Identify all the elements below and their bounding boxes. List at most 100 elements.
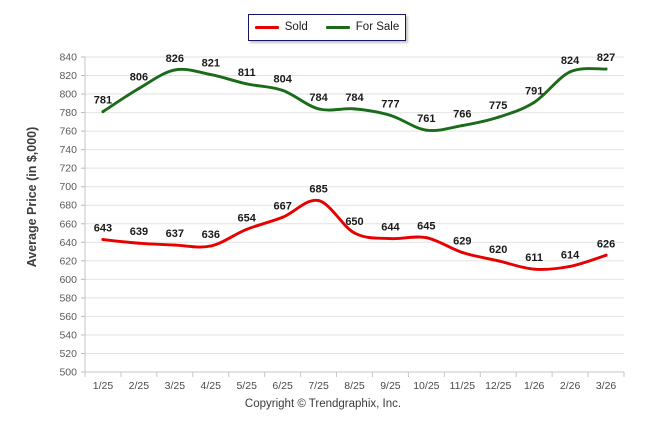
data-point	[496, 259, 500, 263]
data-point	[245, 227, 249, 231]
data-label: 811	[238, 67, 256, 79]
y-tick-label: 620	[59, 255, 77, 267]
data-label: 821	[202, 58, 220, 70]
y-tick-label: 640	[59, 237, 77, 249]
data-label: 804	[273, 73, 292, 85]
data-point	[604, 253, 608, 257]
data-label: 644	[381, 222, 400, 234]
data-point	[353, 107, 356, 111]
data-point	[460, 124, 464, 128]
data-label: 685	[309, 184, 327, 196]
data-label: 639	[130, 226, 148, 238]
y-tick-label: 680	[59, 200, 77, 212]
data-point	[137, 241, 141, 245]
y-tick-label: 840	[59, 52, 77, 64]
x-tick-label: 4/25	[201, 380, 222, 392]
y-tick-label: 520	[59, 348, 77, 360]
y-tick-label: 540	[59, 329, 77, 341]
legend-label-sold: Sold	[284, 20, 308, 33]
data-point	[281, 215, 285, 219]
data-label: 629	[453, 235, 471, 247]
y-tick-label: 820	[59, 70, 77, 82]
y-tick-label: 660	[59, 218, 77, 230]
data-label: 614	[561, 249, 580, 261]
y-tick-label: 560	[59, 311, 77, 323]
data-point	[281, 88, 285, 92]
data-point	[496, 115, 500, 119]
y-tick-label: 600	[59, 274, 77, 286]
data-label: 643	[94, 223, 112, 235]
data-label: 636	[202, 229, 220, 241]
data-series-group	[101, 67, 608, 271]
x-tick-labels-group: 1/25 2/25 3/25 4/25 5/25 6/25 7/25 8/25 9/25 10/2…	[93, 380, 617, 392]
data-label: 784	[309, 92, 328, 104]
x-tick-label: 12/25	[485, 380, 511, 392]
data-label: 781	[94, 95, 112, 107]
data-point	[460, 250, 464, 254]
x-tick-label: 2/26	[560, 380, 581, 392]
legend-swatch-sold	[254, 26, 279, 29]
data-point	[209, 73, 213, 77]
y-tick-label: 500	[59, 367, 77, 379]
x-tick-label: 2/25	[129, 380, 150, 392]
y-tick-label: 720	[59, 163, 77, 175]
axis-lines-group	[84, 57, 624, 373]
x-tick-label: 3/25	[165, 380, 186, 392]
x-tick-label: 9/25	[380, 380, 401, 392]
data-label: 775	[489, 100, 507, 112]
x-tick-label: 1/26	[524, 380, 545, 392]
y-tick-label: 760	[59, 126, 77, 138]
y-tick-label: 580	[59, 292, 77, 304]
data-label: 761	[417, 113, 435, 125]
data-label: 620	[489, 244, 507, 256]
gridlines-group	[81, 56, 624, 373]
x-tick-label: 5/25	[236, 380, 257, 392]
x-tick-label: 6/25	[272, 380, 293, 392]
data-point	[173, 68, 177, 72]
legend-label-for-sale: For Sale	[355, 20, 400, 33]
legend-entry-sold: Sold	[254, 20, 308, 34]
y-tick-label: 700	[59, 181, 77, 193]
data-label: 827	[597, 52, 615, 64]
data-labels-group: 643 639 637 636 654 667 685 650 644 645 629 620 611 6…	[94, 52, 615, 264]
data-point	[424, 236, 428, 240]
data-label: 826	[166, 53, 184, 65]
data-label: 806	[130, 72, 148, 84]
data-label: 654	[238, 212, 257, 224]
chart-legend: Sold For Sale	[248, 14, 406, 41]
data-point	[209, 244, 213, 248]
copyright-notice: Copyright © Trendgraphix, Inc.	[244, 398, 402, 410]
data-point	[568, 70, 572, 74]
data-label: 626	[597, 238, 615, 250]
data-label: 766	[453, 109, 471, 121]
data-label: 637	[166, 228, 184, 240]
data-label: 791	[525, 85, 543, 97]
data-point	[137, 87, 141, 90]
data-point	[388, 113, 392, 117]
x-tick-label: 7/25	[308, 380, 329, 392]
data-label: 777	[381, 98, 399, 110]
data-point	[604, 67, 608, 71]
x-tick-label: 11/25	[450, 380, 476, 392]
data-point	[424, 128, 428, 132]
y-tick-label: 740	[59, 144, 77, 156]
data-label: 824	[561, 55, 580, 67]
x-tick-label: 10/25	[413, 380, 439, 392]
data-label: 645	[417, 221, 435, 233]
data-point	[532, 267, 536, 271]
data-point	[317, 199, 321, 203]
data-point	[101, 110, 105, 114]
data-label: 667	[273, 200, 291, 212]
x-tick-marks-group	[84, 372, 625, 377]
data-point	[532, 100, 536, 104]
data-point	[568, 264, 572, 268]
data-point	[317, 107, 321, 111]
data-point	[173, 243, 177, 247]
data-label: 784	[345, 92, 364, 104]
y-tick-labels-group: 840 820 800 780 760 740 720 700 680 660 640 620 600 5…	[59, 52, 77, 379]
data-point	[245, 82, 249, 86]
y-tick-label: 800	[59, 89, 77, 101]
x-tick-label: 1/25	[93, 380, 114, 392]
